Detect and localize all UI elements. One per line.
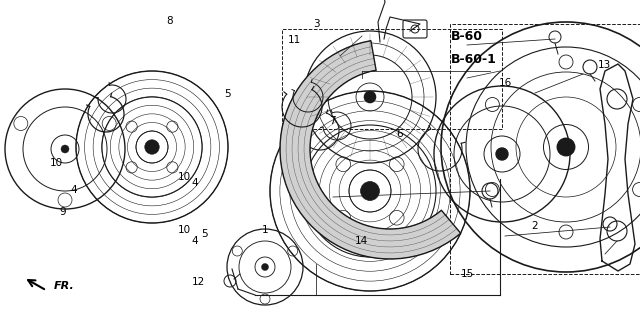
Text: 4: 4 [192, 178, 198, 189]
Circle shape [145, 140, 159, 154]
Text: 10: 10 [50, 158, 63, 168]
Text: 3: 3 [314, 19, 320, 29]
Text: 15: 15 [461, 269, 474, 279]
Text: 1: 1 [262, 225, 269, 235]
Text: B-60-1: B-60-1 [451, 53, 497, 65]
Text: 2: 2 [531, 221, 538, 232]
Text: 4: 4 [70, 185, 77, 195]
Text: 9: 9 [60, 207, 66, 217]
Circle shape [61, 145, 69, 153]
Circle shape [557, 138, 575, 156]
Text: 8: 8 [166, 16, 173, 26]
Circle shape [262, 263, 269, 271]
Text: 10: 10 [178, 172, 191, 182]
Text: 12: 12 [192, 277, 205, 287]
Text: 14: 14 [355, 236, 368, 246]
Bar [282, 29, 502, 129]
Text: 4: 4 [192, 236, 198, 246]
Polygon shape [280, 41, 461, 259]
Text: 5: 5 [224, 89, 230, 99]
Text: 11: 11 [288, 35, 301, 45]
Text: FR.: FR. [54, 280, 74, 291]
Text: 16: 16 [499, 78, 512, 88]
Text: B-60: B-60 [451, 30, 483, 43]
Text: 7: 7 [330, 116, 336, 126]
Bar [450, 24, 640, 274]
Text: 10: 10 [178, 225, 191, 235]
Circle shape [360, 182, 380, 200]
Circle shape [496, 148, 508, 160]
Text: 6: 6 [397, 129, 403, 139]
Text: 5: 5 [202, 229, 208, 240]
Circle shape [364, 92, 376, 103]
Text: 13: 13 [598, 60, 611, 70]
